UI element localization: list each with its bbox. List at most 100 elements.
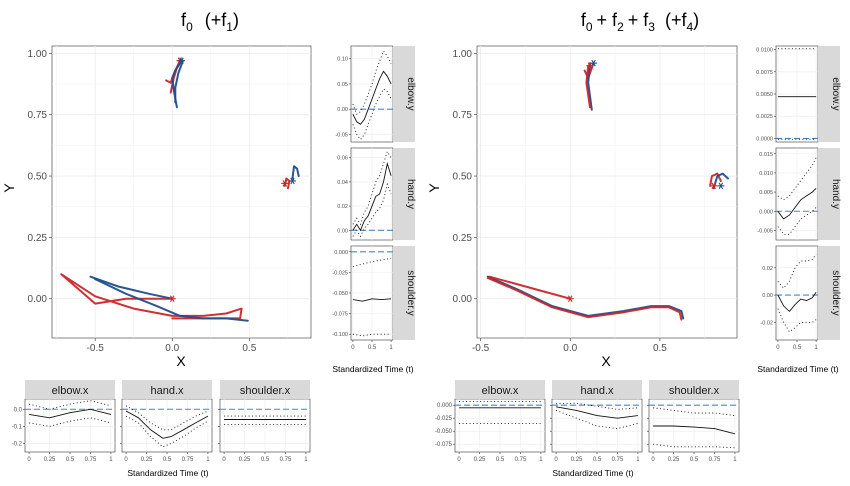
panel-x-tick-label: 0.75 (612, 457, 624, 463)
panel-x-tick-label: 1 (304, 457, 308, 463)
panel-x-tick-label: 0 (351, 345, 355, 351)
trajectory-blue-8 (291, 165, 300, 180)
panel-x-tick-label: 0.5 (593, 457, 602, 463)
trajectory-blue-1 (94, 278, 249, 322)
panel-y-tick-label: 0.02 (762, 266, 773, 272)
panel-x-tick-label: 0.75 (709, 457, 721, 463)
left-title: f0 (+f1) (181, 10, 239, 34)
panel-x-tick-label: 1 (636, 457, 640, 463)
panel-x-tick-label: 1 (206, 457, 210, 463)
lower-bound (352, 333, 392, 337)
trajectory-blue-6 (174, 59, 184, 104)
panel-y-tick-label: 0.0025 (756, 114, 773, 120)
panel-y-tick-label: -0.025 (435, 416, 453, 422)
panel-x-tick-label: 0 (27, 457, 31, 463)
panel-x-tick-label: 0.5 (163, 457, 172, 463)
marker-stroke (179, 57, 184, 65)
right-bottom-panels-xlabel: Standardized Time (t) (552, 468, 633, 478)
panel-y-tick-label: 0.005 (759, 190, 773, 196)
panel-strip (818, 46, 840, 142)
estimate-line (352, 161, 392, 232)
panel-x-tick-label: 0.25 (44, 457, 56, 463)
y-tick-label: 0.00 (453, 294, 473, 305)
panel-y-tick-label: 0.05 (337, 82, 348, 88)
bottom-panel-elbow-x: 0.000 -0.025 -0.050 -0.075 0 0.25 0.5 0.75 1 elbo… (435, 380, 546, 463)
trajectory-blue-2 (89, 275, 174, 300)
marker-blue-2 (178, 57, 185, 65)
panel-strip-label: elbow.x (52, 385, 89, 397)
panel-y-tick-label: -0.2 (12, 441, 23, 447)
bottom-panel-hand-x: 0 0.25 0.5 0.75 1 hand.x (550, 380, 643, 463)
panel-strip (25, 380, 115, 399)
y-tick-label: 0.50 (28, 172, 48, 183)
panel-y-tick-label: -0.050 (435, 429, 453, 435)
panel-y-tick-label: 0.00 (337, 107, 348, 113)
y-tick-label: 0.75 (453, 110, 473, 121)
panel-strip (455, 380, 545, 399)
panel-strip-label: hand.x (150, 385, 184, 397)
panel-strip-label: hand.y (830, 179, 841, 209)
panel-y-tick-label: 0.010 (759, 171, 773, 177)
x-tick-label: 0.5 (242, 343, 256, 354)
panel-strip (393, 46, 415, 142)
panel-strip-label: hand.x (580, 385, 614, 397)
panel-y-tick-label: 0.000 (437, 403, 453, 409)
estimate-line (352, 298, 392, 302)
main-plot-1: -0.5 0.0 0.5 0.00 0.25 0.50 0.75 1.00 (453, 45, 738, 354)
panel-strip (122, 380, 212, 399)
panel-x-tick-label: 0 (124, 457, 128, 463)
panel-strip (818, 246, 840, 340)
right-title-sub3: 3 (648, 20, 655, 34)
right-title-f: f (581, 10, 587, 30)
estimate-line (125, 410, 209, 439)
panel-y-tick-label: 0.000 (334, 250, 348, 256)
estimate-line (653, 425, 736, 435)
y-tick-label: 0.50 (453, 172, 473, 183)
panel-x-tick-label: 0.5 (690, 457, 699, 463)
marker-stroke (282, 180, 288, 187)
panel-strip-label: elbow.x (482, 385, 519, 397)
panel-x-tick-label: 0 (457, 457, 461, 463)
panel-strip-label: elbow.y (405, 77, 416, 110)
estimate-line (777, 292, 817, 313)
trajectory-blue-4 (587, 62, 593, 111)
trajectory-red-6 (709, 172, 722, 187)
marker-red-2 (586, 62, 594, 69)
bottom-panel-hand-x: 0 0.25 0.5 0.75 1 hand.x (120, 380, 213, 463)
panel-strip-label: shoulder.x (240, 385, 291, 397)
panel-x-tick-label: 1 (109, 457, 113, 463)
panel-y-tick-label: -0.1 (12, 424, 23, 430)
right-panel-hand-y: 0.06 0.04 0.02 0.00 hand.y (337, 147, 416, 241)
x-tick-label: -0.5 (472, 343, 490, 354)
panel-x-tick-label: 0 (776, 345, 780, 351)
panel-x-tick-label: 1 (539, 457, 543, 463)
bottom-panel-shoulder-x: 0 0.25 0.5 0.75 1 shoulder.x (647, 380, 740, 463)
right-panel-shoulder-y: 0.000 -0.025 -0.050 -0.075 -0.100 0 0.5 1 should… (332, 245, 416, 351)
panel-y-tick-label: -0.075 (435, 442, 453, 448)
right-panel-shoulder-y: 0.02 0.00 -0.02 0 0.5 1 shoulder.y (760, 245, 841, 351)
panel-x-tick-label: 0.25 (571, 457, 583, 463)
estimate-line (556, 406, 638, 419)
panel-strip-label: shoulder.x (669, 385, 720, 397)
panel-x-tick-label: 0 (651, 457, 655, 463)
right-title: f0 + f2 + f3 (+f4) (581, 10, 699, 34)
right-title-sub4: 4 (686, 20, 693, 34)
trajectory-red-1 (486, 276, 683, 321)
trajectory-red-2 (488, 275, 572, 300)
right-panel-elbow-y: 0.10 0.05 0.00 -0.05 elbow.y (335, 45, 416, 143)
panel-y-tick-label: -0.05 (335, 132, 348, 138)
left-title-sub1: 1 (226, 20, 233, 34)
panel-strip-label: shoulder.y (405, 270, 416, 316)
marker-red-0 (566, 295, 574, 303)
panel-strip (649, 380, 739, 399)
panel-strip (393, 246, 415, 340)
panel-y-tick-label: 0.000 (759, 209, 773, 215)
panel-x-tick-label: 0.75 (515, 457, 527, 463)
panel-y-tick-label: 0.06 (337, 156, 348, 162)
right-title-plus3: + f (628, 10, 650, 30)
panel-x-tick-label: 0.5 (496, 457, 505, 463)
panel-y-tick-label: -0.100 (332, 332, 348, 338)
left-right-panels-xlabel: Standardized Time (t) (332, 364, 413, 374)
panel-y-tick-label: -0.005 (757, 228, 773, 234)
panel-x-tick-label: 1 (733, 457, 737, 463)
